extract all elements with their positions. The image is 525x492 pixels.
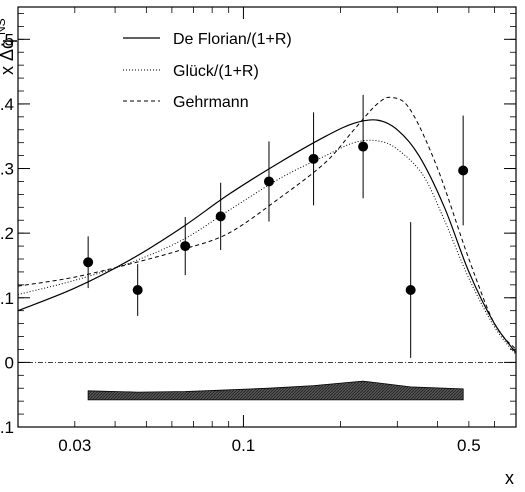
y-tick-label: 0.5 bbox=[0, 30, 14, 49]
series-line-3 bbox=[17, 96, 517, 350]
y-ticks-layer: -0.1 0 0.1 0.2 0.3 0.4 0.5 bbox=[0, 13, 516, 437]
data-marker bbox=[215, 211, 226, 222]
y-axis-title: x Δq NS bbox=[0, 18, 17, 75]
data-point-2 bbox=[132, 264, 143, 316]
data-points-layer bbox=[83, 94, 469, 358]
y-axis-title-main: x Δq bbox=[0, 39, 17, 75]
data-point-8 bbox=[405, 222, 416, 358]
y-tick-label: 0 bbox=[5, 353, 14, 372]
series-line-1 bbox=[17, 119, 517, 354]
data-marker bbox=[405, 285, 416, 296]
data-point-9 bbox=[458, 115, 469, 226]
y-tick-label: 0.4 bbox=[0, 95, 14, 114]
data-marker bbox=[458, 165, 469, 176]
legend: De Florian/(1+R) Glück/(1+R) Gehrmann bbox=[123, 31, 292, 111]
y-tick-label: 0.1 bbox=[0, 289, 14, 308]
plot-frame bbox=[17, 6, 517, 428]
data-point-7 bbox=[358, 94, 369, 199]
series-line-2 bbox=[17, 139, 517, 355]
x-tick-label: 0.5 bbox=[457, 436, 481, 455]
systematic-band bbox=[87, 380, 464, 401]
curves-layer bbox=[17, 96, 517, 355]
data-marker bbox=[263, 176, 274, 187]
y-tick-label: 0.3 bbox=[0, 160, 14, 179]
x-tick-label: 0.03 bbox=[58, 436, 91, 455]
systematic-band-layer bbox=[87, 380, 464, 401]
data-marker bbox=[308, 153, 319, 164]
data-marker bbox=[83, 257, 94, 268]
legend-label-3: Gehrmann bbox=[173, 94, 249, 111]
data-point-6 bbox=[308, 112, 319, 206]
data-point-5 bbox=[263, 141, 274, 222]
legend-label-1: De Florian/(1+R) bbox=[173, 31, 292, 48]
data-marker bbox=[180, 241, 191, 252]
data-marker bbox=[358, 141, 369, 152]
x-axis-title: x bbox=[505, 468, 514, 488]
x-tick-label: 0.1 bbox=[232, 436, 256, 455]
legend-label-2: Glück/(1+R) bbox=[173, 63, 259, 80]
data-point-1 bbox=[83, 236, 94, 289]
data-point-4 bbox=[215, 182, 226, 250]
data-marker bbox=[132, 285, 143, 296]
y-axis-title-sup: NS bbox=[0, 18, 8, 35]
y-tick-label: -0.1 bbox=[0, 418, 14, 437]
x-ticks-layer: 0.03 0.1 0.5 bbox=[58, 7, 495, 455]
y-tick-label: 0.2 bbox=[0, 224, 14, 243]
data-point-3 bbox=[180, 217, 191, 276]
